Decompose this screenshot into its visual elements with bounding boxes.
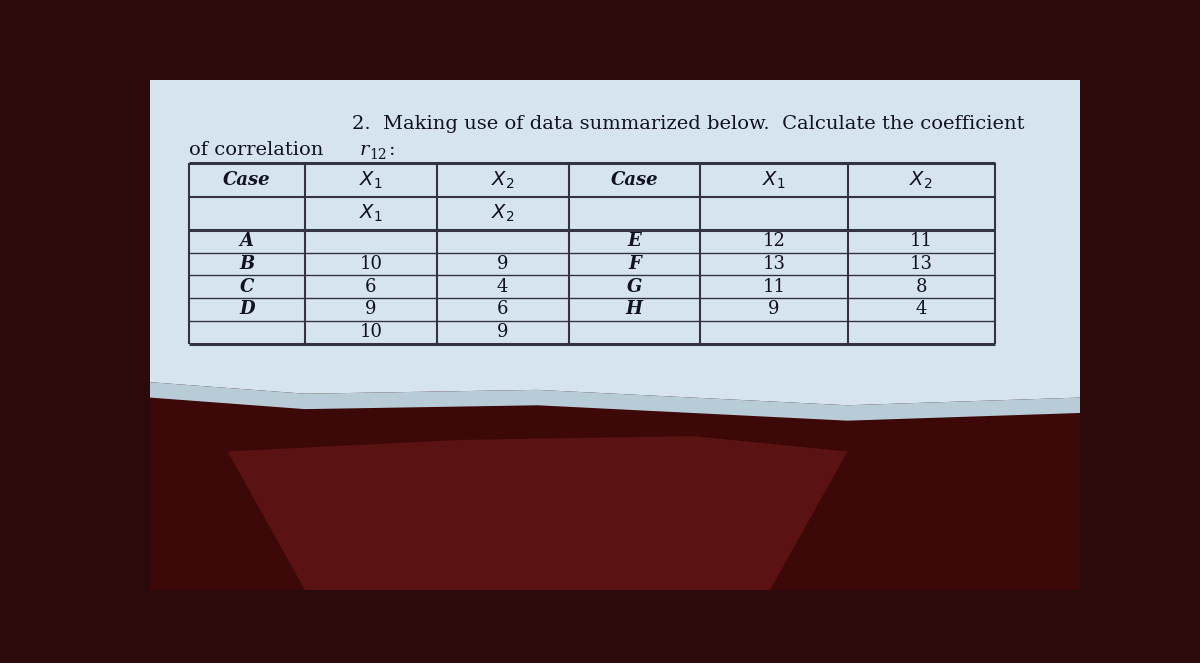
Polygon shape — [150, 382, 1080, 420]
Text: $X_2$: $X_2$ — [491, 203, 515, 224]
Text: G: G — [626, 278, 642, 296]
Text: 9: 9 — [497, 324, 509, 341]
Text: A: A — [240, 232, 254, 250]
Text: $X_1$: $X_1$ — [359, 203, 383, 224]
Text: $X_2$: $X_2$ — [491, 169, 515, 191]
Text: Case: Case — [223, 171, 271, 189]
Text: 9: 9 — [365, 300, 377, 318]
Text: C: C — [240, 278, 254, 296]
Text: F: F — [628, 255, 641, 273]
Text: D: D — [239, 300, 254, 318]
Text: 6: 6 — [365, 278, 377, 296]
Text: of correlation: of correlation — [188, 141, 329, 158]
Text: $X_1$: $X_1$ — [762, 169, 786, 191]
Polygon shape — [150, 375, 1080, 590]
Text: 11: 11 — [762, 278, 785, 296]
Text: E: E — [628, 232, 641, 250]
Polygon shape — [228, 436, 847, 590]
Text: 6: 6 — [497, 300, 509, 318]
Text: 8: 8 — [916, 278, 926, 296]
Text: 10: 10 — [359, 255, 383, 273]
Text: 4: 4 — [497, 278, 509, 296]
Text: B: B — [239, 255, 254, 273]
Polygon shape — [150, 80, 1080, 405]
Text: 12: 12 — [370, 148, 386, 162]
Text: :: : — [389, 141, 395, 158]
Text: 13: 13 — [910, 255, 932, 273]
Text: Case: Case — [611, 171, 658, 189]
Text: 9: 9 — [768, 300, 780, 318]
Text: $X_1$: $X_1$ — [359, 169, 383, 191]
Text: 13: 13 — [762, 255, 785, 273]
Text: r: r — [359, 141, 368, 158]
Text: 12: 12 — [762, 232, 785, 250]
Text: 2.  Making use of data summarized below.  Calculate the coefficient: 2. Making use of data summarized below. … — [352, 115, 1024, 133]
Text: 10: 10 — [359, 324, 383, 341]
Text: 11: 11 — [910, 232, 932, 250]
Text: 9: 9 — [497, 255, 509, 273]
Text: 4: 4 — [916, 300, 926, 318]
Text: $X_2$: $X_2$ — [910, 169, 932, 191]
Text: H: H — [626, 300, 643, 318]
